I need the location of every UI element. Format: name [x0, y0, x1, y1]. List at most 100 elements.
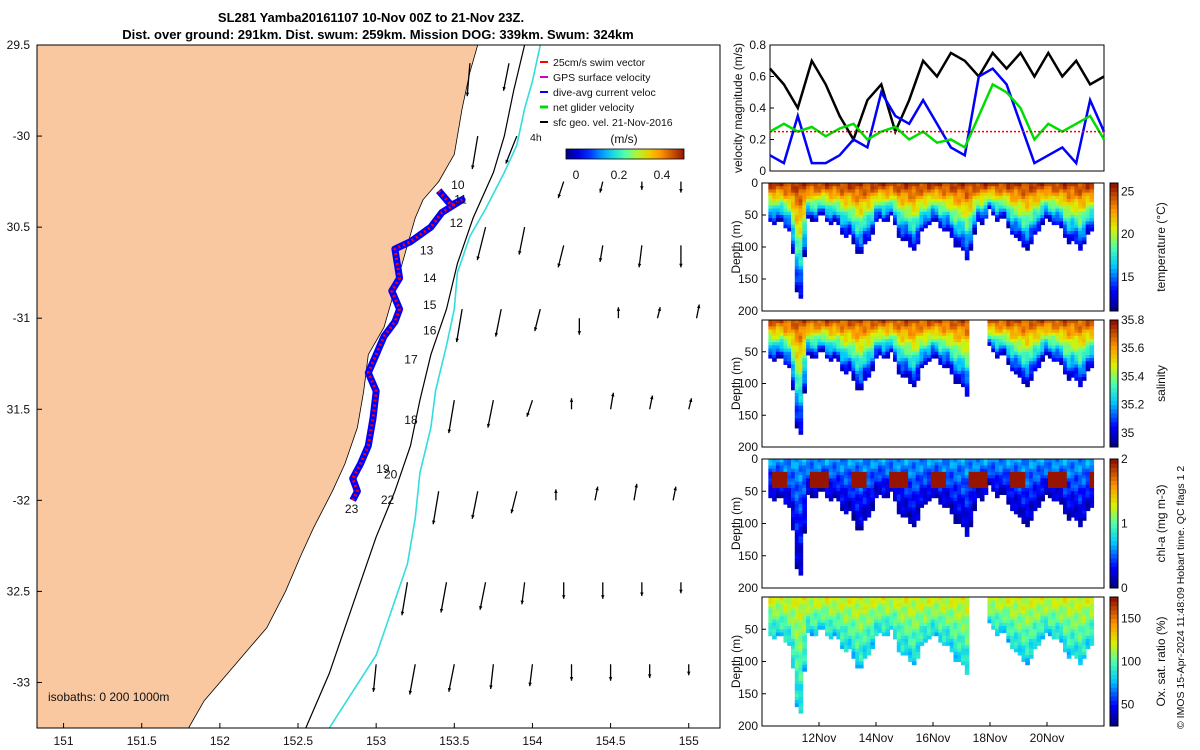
current-vector [518, 227, 526, 255]
day-label: 11 [454, 192, 467, 206]
section-y-tick-label: 0 [751, 452, 758, 466]
current-vector [688, 398, 693, 410]
current-vector [656, 307, 662, 319]
section-y-tick-label: 100 [738, 517, 758, 531]
credit-text: © IMOS 15-Apr-2024 11:48:09 Hobart time.… [1175, 466, 1187, 729]
section-x-tick-label: 20Nov [1030, 731, 1065, 745]
isobath-1000m [328, 45, 542, 728]
map-y-tick-label: -31 [13, 311, 31, 325]
map-x-tick-label: 151.5 [127, 734, 157, 748]
current-vector [447, 664, 455, 692]
map-y-tick-label: -30 [13, 129, 31, 143]
current-vector [647, 664, 652, 679]
section-y-tick-label: 100 [738, 655, 758, 669]
current-vector [502, 63, 510, 91]
map-x-tick-label: 154.5 [596, 734, 626, 748]
map-y-tick-label: -32 [13, 493, 31, 507]
day-label: 23 [345, 502, 359, 516]
map-y-tick-label: -33 [13, 675, 31, 689]
section-colorbar: 35 35.2 35.4 35.6 35.8 salinity [1109, 313, 1168, 448]
map-y-tick-label: 31.5 [7, 402, 31, 416]
current-vector [577, 318, 582, 335]
section-y-tick-label: 50 [745, 484, 759, 498]
velocity-y-tick-label: 0.2 [749, 133, 766, 147]
current-vector [476, 226, 487, 261]
isobaths-label: isobaths: 0 200 1000m [48, 690, 169, 704]
colorbar-tick-label: 35.6 [1121, 341, 1145, 355]
current-vector [609, 392, 615, 410]
velocity-series-line [769, 82, 1106, 150]
section-y-tick-label: 200 [738, 719, 758, 733]
colorbar-tick-label: 15 [1121, 270, 1135, 284]
legend-swim-label: 25cm/s swim vector [553, 57, 646, 69]
section-x-tick-label: 12Nov [802, 731, 837, 745]
section-y-tick-label: 200 [738, 581, 758, 595]
day-label: 22 [381, 493, 395, 507]
current-vector [679, 245, 683, 268]
colorbar-label: Ox. sat. ratio (%) [1154, 616, 1168, 706]
current-vector [408, 664, 416, 695]
map-colorbar [565, 148, 685, 160]
current-vector [439, 582, 448, 613]
section-y-label: Depth (m) [729, 357, 743, 410]
day-label: 15 [423, 298, 437, 312]
surface-current-vectors [372, 63, 701, 695]
current-vector [455, 308, 463, 343]
section-y-tick-label: 50 [745, 622, 759, 636]
current-vector [489, 664, 495, 690]
colorbar-tick-label: 0 [1121, 581, 1128, 595]
map-y-tick-label: 29.5 [7, 38, 31, 52]
colorbar-tick-label: 35 [1121, 426, 1135, 440]
day-label: 19 [376, 462, 390, 476]
section-y-tick-label: 150 [738, 408, 758, 422]
current-vector [679, 181, 683, 193]
current-vector [528, 664, 534, 687]
velocity-y-tick-label: 0 [759, 164, 766, 178]
colorbar-tick-label: 35.2 [1121, 398, 1145, 412]
current-vector [520, 582, 526, 605]
current-vector [486, 400, 495, 428]
velocity-y-ticks: 0 0.2 0.4 0.6 0.8 [749, 38, 774, 178]
current-vector [608, 664, 613, 681]
current-vector [633, 483, 638, 501]
current-vector [372, 664, 377, 692]
map-colorbar-tick-0: 0 [573, 168, 580, 182]
current-vector [640, 582, 644, 597]
section-y-label: Depth (m) [729, 635, 743, 688]
legend-time-label: 4h [530, 132, 542, 144]
colorbar-tick-label: 35.4 [1121, 369, 1145, 383]
velocity-series [769, 50, 1106, 166]
velocity-y-tick-label: 0.8 [749, 38, 766, 52]
section-cells [768, 320, 1095, 435]
current-vector [601, 582, 605, 599]
swim-vector-track [351, 189, 463, 501]
current-vector [679, 582, 683, 594]
velocity-series-line [769, 67, 1106, 166]
section-y-tick-label: 150 [738, 549, 758, 563]
map-x-tick-label: 151 [54, 734, 74, 748]
current-vector [533, 308, 541, 332]
current-vector [599, 181, 604, 193]
velocity-y-tick-label: 0.6 [749, 70, 766, 84]
map-x-tick-label: 153 [366, 734, 386, 748]
current-vector [526, 399, 534, 417]
colorbar-tick-label: 100 [1121, 655, 1141, 669]
current-vector [695, 304, 701, 319]
current-vector [554, 489, 558, 501]
day-label: 16 [423, 324, 437, 338]
map-x-tick-label: 152 [210, 734, 230, 748]
map-legend: 25cm/s swim vector GPS surface velocity … [530, 57, 685, 182]
colorbar-tick-label: 50 [1121, 698, 1135, 712]
colorbar-tick-label: 20 [1121, 227, 1135, 241]
day-label: 18 [404, 413, 418, 427]
current-vector [432, 491, 440, 525]
velocity-panel: 0 0.2 0.4 0.6 0.8 velocity magnitude (m/s) [731, 38, 1106, 178]
section-y-tick-label: 200 [738, 304, 758, 318]
current-vector [505, 135, 518, 164]
colorbar-label: salinity [1154, 365, 1168, 402]
section-colorbar: 0 1 2 chl-a (mg m-3) [1109, 452, 1168, 595]
current-vector [471, 135, 479, 170]
current-vector [687, 664, 691, 676]
current-vector [400, 582, 409, 616]
